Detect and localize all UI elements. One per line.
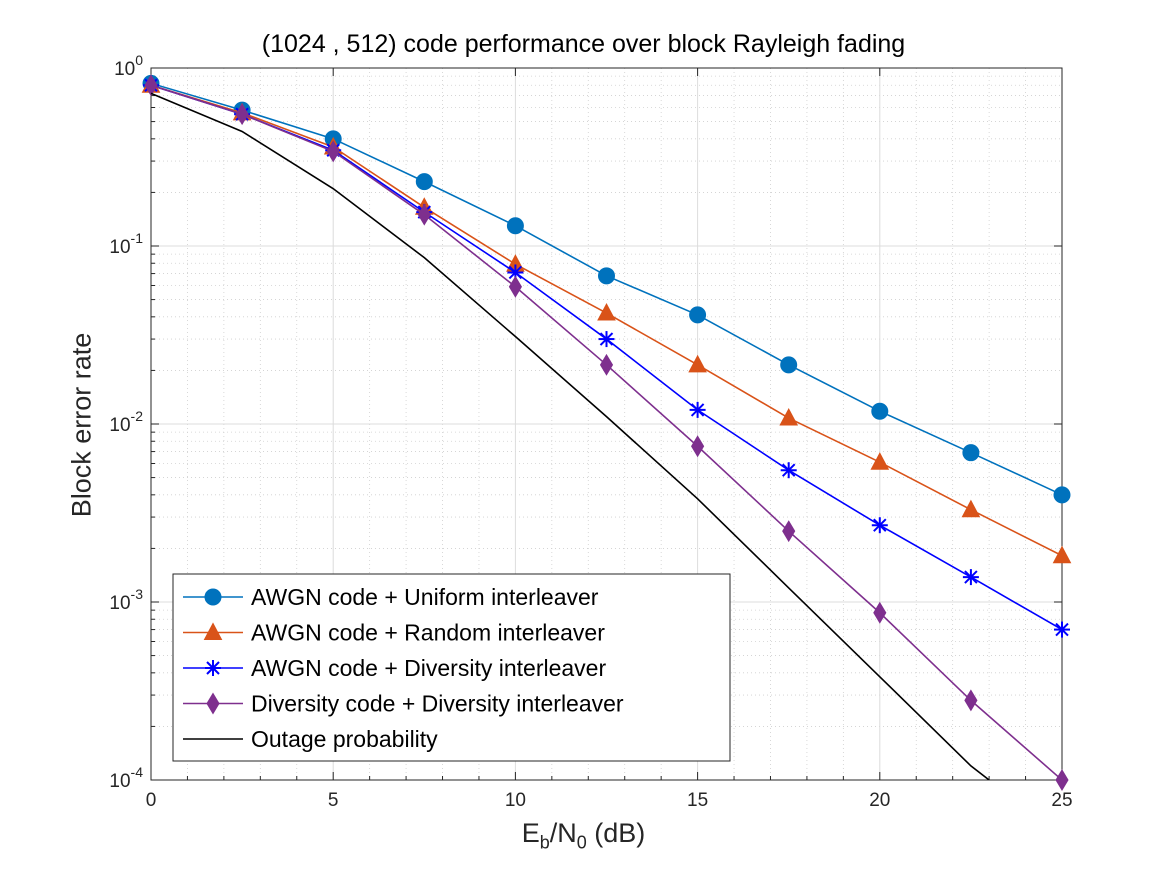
y-tick-exponent: 0 [135, 52, 143, 68]
data-point [691, 435, 705, 458]
data-point [144, 74, 158, 97]
x-axis-label: Eb/N0 (dB) [0, 818, 1167, 853]
x-tick-label: 10 [505, 790, 526, 811]
data-point [597, 302, 616, 321]
data-point [506, 217, 524, 235]
x-label-n: /N [549, 818, 577, 848]
x-tick-label: 25 [1051, 790, 1072, 811]
legend-label: AWGN code + Uniform interleaver [251, 584, 599, 610]
series-3 [144, 74, 1069, 791]
asterisk-stroke [873, 518, 887, 532]
y-tick-label: 10-3 [109, 586, 143, 614]
x-tick-label: 20 [869, 790, 890, 811]
legend-item: AWGN code + Random interleaver [183, 620, 605, 646]
data-point [599, 353, 614, 376]
legend-item: AWGN code + Diversity interleaver [183, 655, 606, 681]
data-point [780, 462, 797, 479]
legend-label: Diversity code + Diversity interleaver [251, 691, 624, 717]
asterisk-stroke [508, 265, 523, 280]
legend-box [172, 573, 731, 762]
data-point [598, 331, 615, 348]
data-point [782, 520, 796, 543]
legend-item: Diversity code + Diversity interleaver [183, 691, 624, 717]
asterisk-stroke [690, 403, 705, 417]
data-point [1054, 621, 1070, 638]
data-point [962, 569, 979, 586]
x-label-e: E [521, 818, 540, 848]
legend-label: AWGN code + Random interleaver [251, 620, 605, 646]
y-tick-label: 10-2 [109, 408, 143, 436]
legend-marker [203, 622, 223, 640]
y-tick-exponent: -1 [131, 230, 144, 246]
data-point [873, 601, 887, 624]
legend-marker [205, 660, 221, 676]
data-point [598, 267, 615, 285]
x-tick-label: 5 [328, 790, 339, 811]
asterisk-stroke [1055, 622, 1069, 637]
x-tick-label: 15 [687, 790, 708, 811]
data-point [964, 689, 978, 712]
x-tick-label: 0 [146, 790, 157, 811]
legend-item: AWGN code + Uniform interleaver [183, 584, 599, 610]
x-label-b: b [539, 832, 550, 853]
legend-label: AWGN code + Diversity interleaver [251, 655, 606, 681]
data-point [1052, 545, 1072, 564]
y-tick-label: 10-1 [109, 230, 143, 258]
series-4 [151, 92, 990, 780]
legend-item: Outage probability [183, 726, 438, 752]
legend-marker [206, 692, 220, 715]
data-point [688, 354, 707, 373]
chart-title: (1024 , 512) code performance over block… [261, 30, 906, 58]
data-point [417, 203, 431, 226]
x-label-unit: (dB) [586, 818, 646, 848]
data-point [1055, 769, 1069, 791]
data-point [779, 407, 799, 426]
data-point [689, 306, 707, 324]
data-point [689, 401, 706, 418]
data-point [962, 444, 980, 462]
data-point [871, 402, 889, 420]
legend-label: Outage probability [251, 726, 438, 752]
legend-marker [204, 588, 222, 606]
y-tick-label: 100 [114, 52, 143, 80]
y-tick-exponent: -3 [131, 586, 144, 602]
data-point [870, 452, 890, 470]
y-tick-exponent: -4 [131, 764, 144, 780]
data-point [1053, 486, 1071, 504]
asterisk-stroke [599, 332, 614, 346]
asterisk-stroke [781, 463, 796, 477]
data-point [961, 499, 981, 518]
y-tick-label: 10-4 [109, 764, 143, 792]
data-point [415, 173, 433, 191]
x-label-0: 0 [576, 832, 587, 853]
legend: AWGN code + Uniform interleaver AWGN code… [172, 573, 731, 762]
data-point [780, 356, 798, 374]
data-point [871, 517, 888, 534]
y-tick-exponent: -2 [131, 408, 144, 424]
asterisk-stroke [206, 661, 220, 675]
asterisk-stroke [964, 570, 978, 584]
data-point [235, 103, 249, 126]
data-point [326, 140, 340, 163]
data-point [507, 264, 524, 281]
y-axis-label: Block error rate [66, 332, 97, 518]
series-line [151, 92, 990, 780]
data-point [508, 275, 522, 298]
